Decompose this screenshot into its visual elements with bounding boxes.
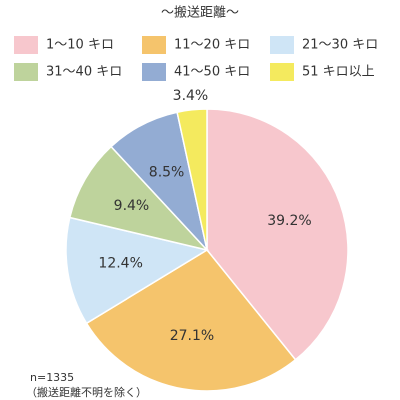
legend-label: 31～40 キロ (46, 65, 122, 80)
legend-swatch (14, 63, 38, 81)
note: （搬送距離不明を除く） (26, 385, 147, 399)
legend-label: 11～20 キロ (174, 38, 250, 53)
value-label: 8.5% (149, 164, 185, 180)
legend-swatch (142, 36, 166, 54)
value-label: 9.4% (114, 198, 150, 214)
chart-title: ～搬送距離～ (161, 6, 239, 21)
value-label: 27.1% (170, 328, 214, 344)
legend-swatch (270, 63, 294, 81)
legend-swatch (270, 36, 294, 54)
legend-label: 41～50 キロ (174, 65, 250, 80)
legend-label: 1～10 キロ (46, 38, 114, 53)
pie-slice (65, 216, 209, 325)
legend-label: 21～30 キロ (302, 38, 378, 53)
value-label: 12.4% (98, 256, 142, 272)
legend-swatch (14, 36, 38, 54)
legend-label: 51 キロ以上 (302, 65, 375, 80)
pie-slice (206, 108, 349, 361)
pie-slice (176, 108, 208, 251)
legend-swatch (142, 63, 166, 81)
pie-slice (85, 249, 297, 392)
note: n=1335 (30, 371, 74, 384)
value-label: 39.2% (267, 213, 311, 229)
pie-slice (68, 145, 210, 252)
value-label: 3.4% (173, 88, 209, 104)
